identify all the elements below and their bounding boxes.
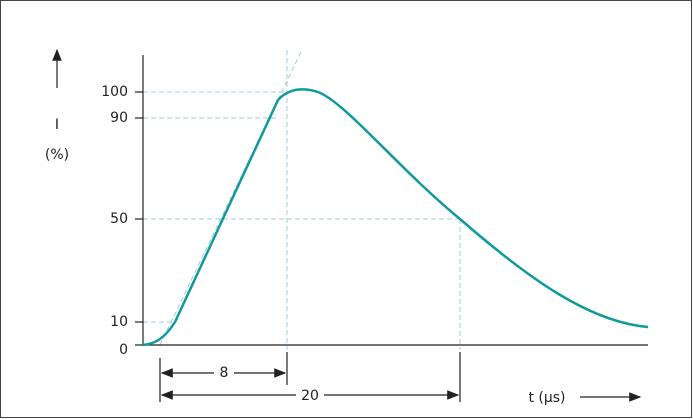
y-label: I [55,117,59,133]
y-ticks [135,91,143,346]
dimension-lines [159,352,642,402]
guides [143,50,461,350]
y-unit: (%) [45,147,69,163]
waveform [142,88,649,347]
y-tick-label: 90 [110,110,128,126]
front-time-label: 8 [220,365,229,381]
y-tick-label: 10 [110,314,128,330]
y-tick-label: 0 [119,342,128,358]
half-time-label: 20 [301,388,319,404]
y-tick-label: 50 [110,211,128,227]
x-label: t (µs) [528,390,565,406]
y-tick-label: 100 [101,84,128,100]
